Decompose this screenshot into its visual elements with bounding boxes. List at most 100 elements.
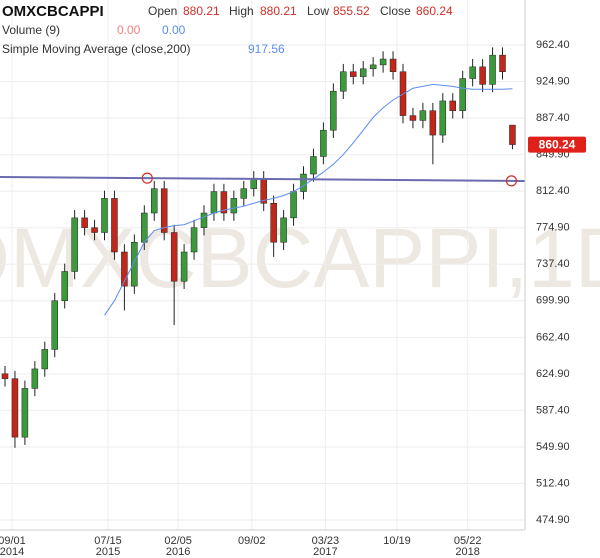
candle-body [439, 100, 447, 136]
low-label: Low [307, 4, 329, 18]
candle-body [141, 212, 148, 243]
candle-body [41, 349, 49, 370]
candle-body [350, 71, 357, 77]
candle-body [499, 54, 506, 72]
candle-body [220, 191, 228, 214]
high-value: 880.21 [260, 4, 297, 18]
x-tick-label: 09/01 [0, 535, 26, 547]
y-tick-label: 774.90 [536, 222, 570, 234]
candle-body [330, 90, 337, 131]
y-tick-label: 587.40 [536, 404, 570, 416]
candle-body [459, 78, 466, 111]
trendline [0, 176, 526, 182]
candle-body [509, 124, 516, 145]
candle-body [121, 251, 128, 287]
candle-body [131, 241, 138, 287]
candle-body [81, 217, 88, 228]
x-tick-label: 07/15 [94, 535, 122, 547]
open-value: 880.21 [183, 4, 220, 18]
x-tick-label: 10/19 [383, 535, 411, 547]
candle-body [31, 368, 39, 389]
close-label: Close [380, 4, 411, 18]
y-tick-label: 624.90 [536, 368, 570, 380]
high-label: High [229, 4, 254, 18]
low-value: 855.52 [333, 4, 370, 18]
candle-body [180, 251, 188, 282]
candle-body [61, 271, 68, 301]
candle-body [71, 217, 78, 272]
candle-body [469, 66, 476, 79]
candle-body [369, 64, 377, 70]
y-tick-label: 512.40 [536, 477, 570, 489]
candle-body [310, 156, 317, 175]
last-price-label: 860.24 [539, 138, 576, 152]
candle-body [111, 198, 118, 253]
trendline-anchor [141, 172, 153, 184]
candle-body [210, 191, 218, 214]
y-tick-label: 549.90 [536, 441, 570, 453]
candle-body [429, 110, 437, 136]
candle-body [21, 388, 29, 438]
candle-body [160, 188, 168, 233]
open-label: Open [148, 4, 177, 18]
candle-body [359, 68, 367, 77]
x-tick-year: 2017 [313, 546, 337, 558]
x-tick-year: 2016 [166, 546, 190, 558]
sma-label: Simple Moving Average (close,200) [2, 42, 191, 56]
candle-body [200, 212, 208, 228]
candle-body [389, 58, 397, 72]
trendline-anchor [505, 175, 518, 187]
candle-body [320, 129, 327, 157]
candle-body [51, 300, 58, 350]
candle-body [379, 58, 387, 66]
x-tick-year: 2014 [0, 546, 24, 558]
x-tick-label: 02/05 [164, 535, 192, 547]
x-tick-year: 2018 [455, 546, 479, 558]
volume-value: 0.00 [162, 23, 186, 37]
candle-body [230, 198, 238, 214]
watermark: OMXCBCAPPI,1D [0, 211, 600, 305]
y-tick-label: 699.90 [536, 295, 570, 307]
candle-body [479, 66, 486, 85]
candle-body [280, 217, 287, 243]
candle-body [1, 373, 9, 379]
grid [0, 0, 525, 530]
y-tick-label: 662.40 [536, 331, 570, 343]
y-tick-label: 812.40 [536, 185, 570, 197]
candle-body [300, 173, 307, 192]
candle-body [270, 203, 277, 243]
candle-body [409, 115, 417, 121]
y-tick-label: 474.90 [536, 514, 570, 526]
y-tick-label: 924.90 [536, 75, 570, 87]
candle-body [240, 188, 248, 199]
x-tick-label: 05/22 [454, 535, 482, 547]
y-tick-label: 887.40 [536, 112, 570, 124]
x-tick-label: 03/23 [312, 535, 340, 547]
last-price-box [528, 136, 586, 153]
header: OMXCBCAPPI Open 880.21 High 880.21 Low 8… [2, 3, 453, 56]
candle-body [290, 191, 297, 219]
y-tick-label: 737.40 [536, 258, 570, 270]
candle-body [340, 71, 347, 92]
sma-value: 917.56 [248, 42, 285, 56]
y-tick-label: 962.40 [536, 39, 570, 51]
x-tick-year: 2015 [96, 546, 120, 558]
close-value: 860.24 [416, 4, 453, 18]
candle-body [190, 227, 198, 253]
x-tick-label: 09/02 [238, 535, 266, 547]
volume-label: Volume (9) [2, 23, 60, 37]
candle-body [11, 378, 19, 438]
candle-body [419, 110, 427, 121]
candle-body [489, 54, 496, 85]
sma-line [104, 83, 513, 316]
title: OMXCBCAPPI [2, 3, 104, 20]
candle-body [91, 227, 98, 233]
candle-body [449, 100, 456, 111]
plot [0, 47, 526, 448]
candle-body [170, 232, 178, 282]
candle-body [101, 198, 108, 233]
candle-body [151, 188, 158, 214]
volume-value: 0.00 [117, 23, 141, 37]
